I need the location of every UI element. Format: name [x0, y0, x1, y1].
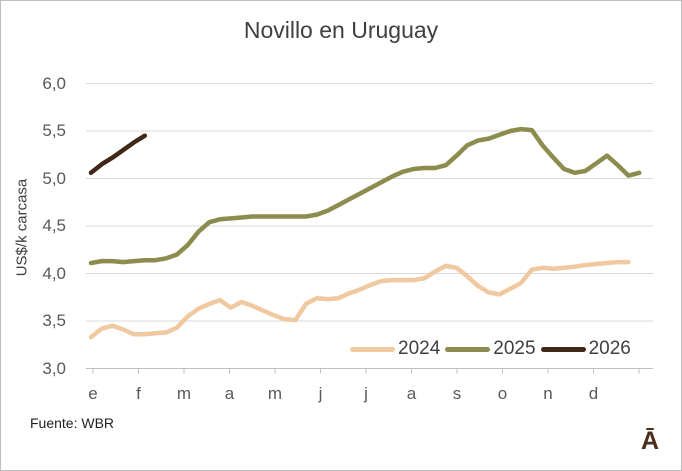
y-tick-label: 4,0 [42, 263, 66, 283]
x-tick-label-n: n [543, 384, 553, 403]
legend-label-2025: 2025 [493, 338, 536, 359]
y-tick-label: 4,5 [42, 216, 66, 235]
series-line-2026 [88, 133, 148, 176]
x-tick-label-s: s [452, 384, 462, 403]
x-tick-label-a: a [224, 384, 235, 403]
x-tick-label-m: m [176, 384, 192, 403]
chart-title: Novillo en Uruguay [243, 17, 439, 43]
legend: 2024 2025 2026 [350, 338, 636, 360]
x-tick-label-m: m [267, 384, 283, 403]
source-note: Fuente: WBR [30, 415, 115, 431]
legend-swatch-2026 [540, 346, 586, 352]
logo-mark: Ā [640, 427, 659, 455]
x-tick-label-o: o [497, 384, 508, 403]
x-tick-label-d: d [588, 384, 599, 403]
series-line-2025 [88, 126, 642, 266]
y-tick-label: 3,5 [42, 311, 66, 330]
x-tick-label-f: f [136, 384, 141, 403]
y-tick-label: 6,0 [42, 73, 66, 93]
y-tick-label: 3,0 [42, 358, 66, 378]
legend-label-2026: 2026 [588, 338, 631, 359]
legend-item-2026: 2026 [540, 338, 631, 360]
legend-swatch-2024 [350, 346, 395, 352]
x-tick-label-e: e [88, 384, 98, 403]
y-tick-label: 5,5 [42, 121, 66, 140]
legend-swatch-2025 [445, 346, 491, 352]
legend-item-2024: 2024 [350, 338, 440, 360]
legend-item-2025: 2025 [445, 338, 536, 360]
x-tick-label-a: a [406, 384, 417, 403]
y-tick-label: 5,0 [42, 168, 66, 188]
x-tick-label-j: j [318, 384, 323, 403]
x-tick-label-j: j [364, 384, 368, 403]
series-line-2024 [88, 259, 631, 340]
legend-label-2024: 2024 [398, 338, 441, 359]
